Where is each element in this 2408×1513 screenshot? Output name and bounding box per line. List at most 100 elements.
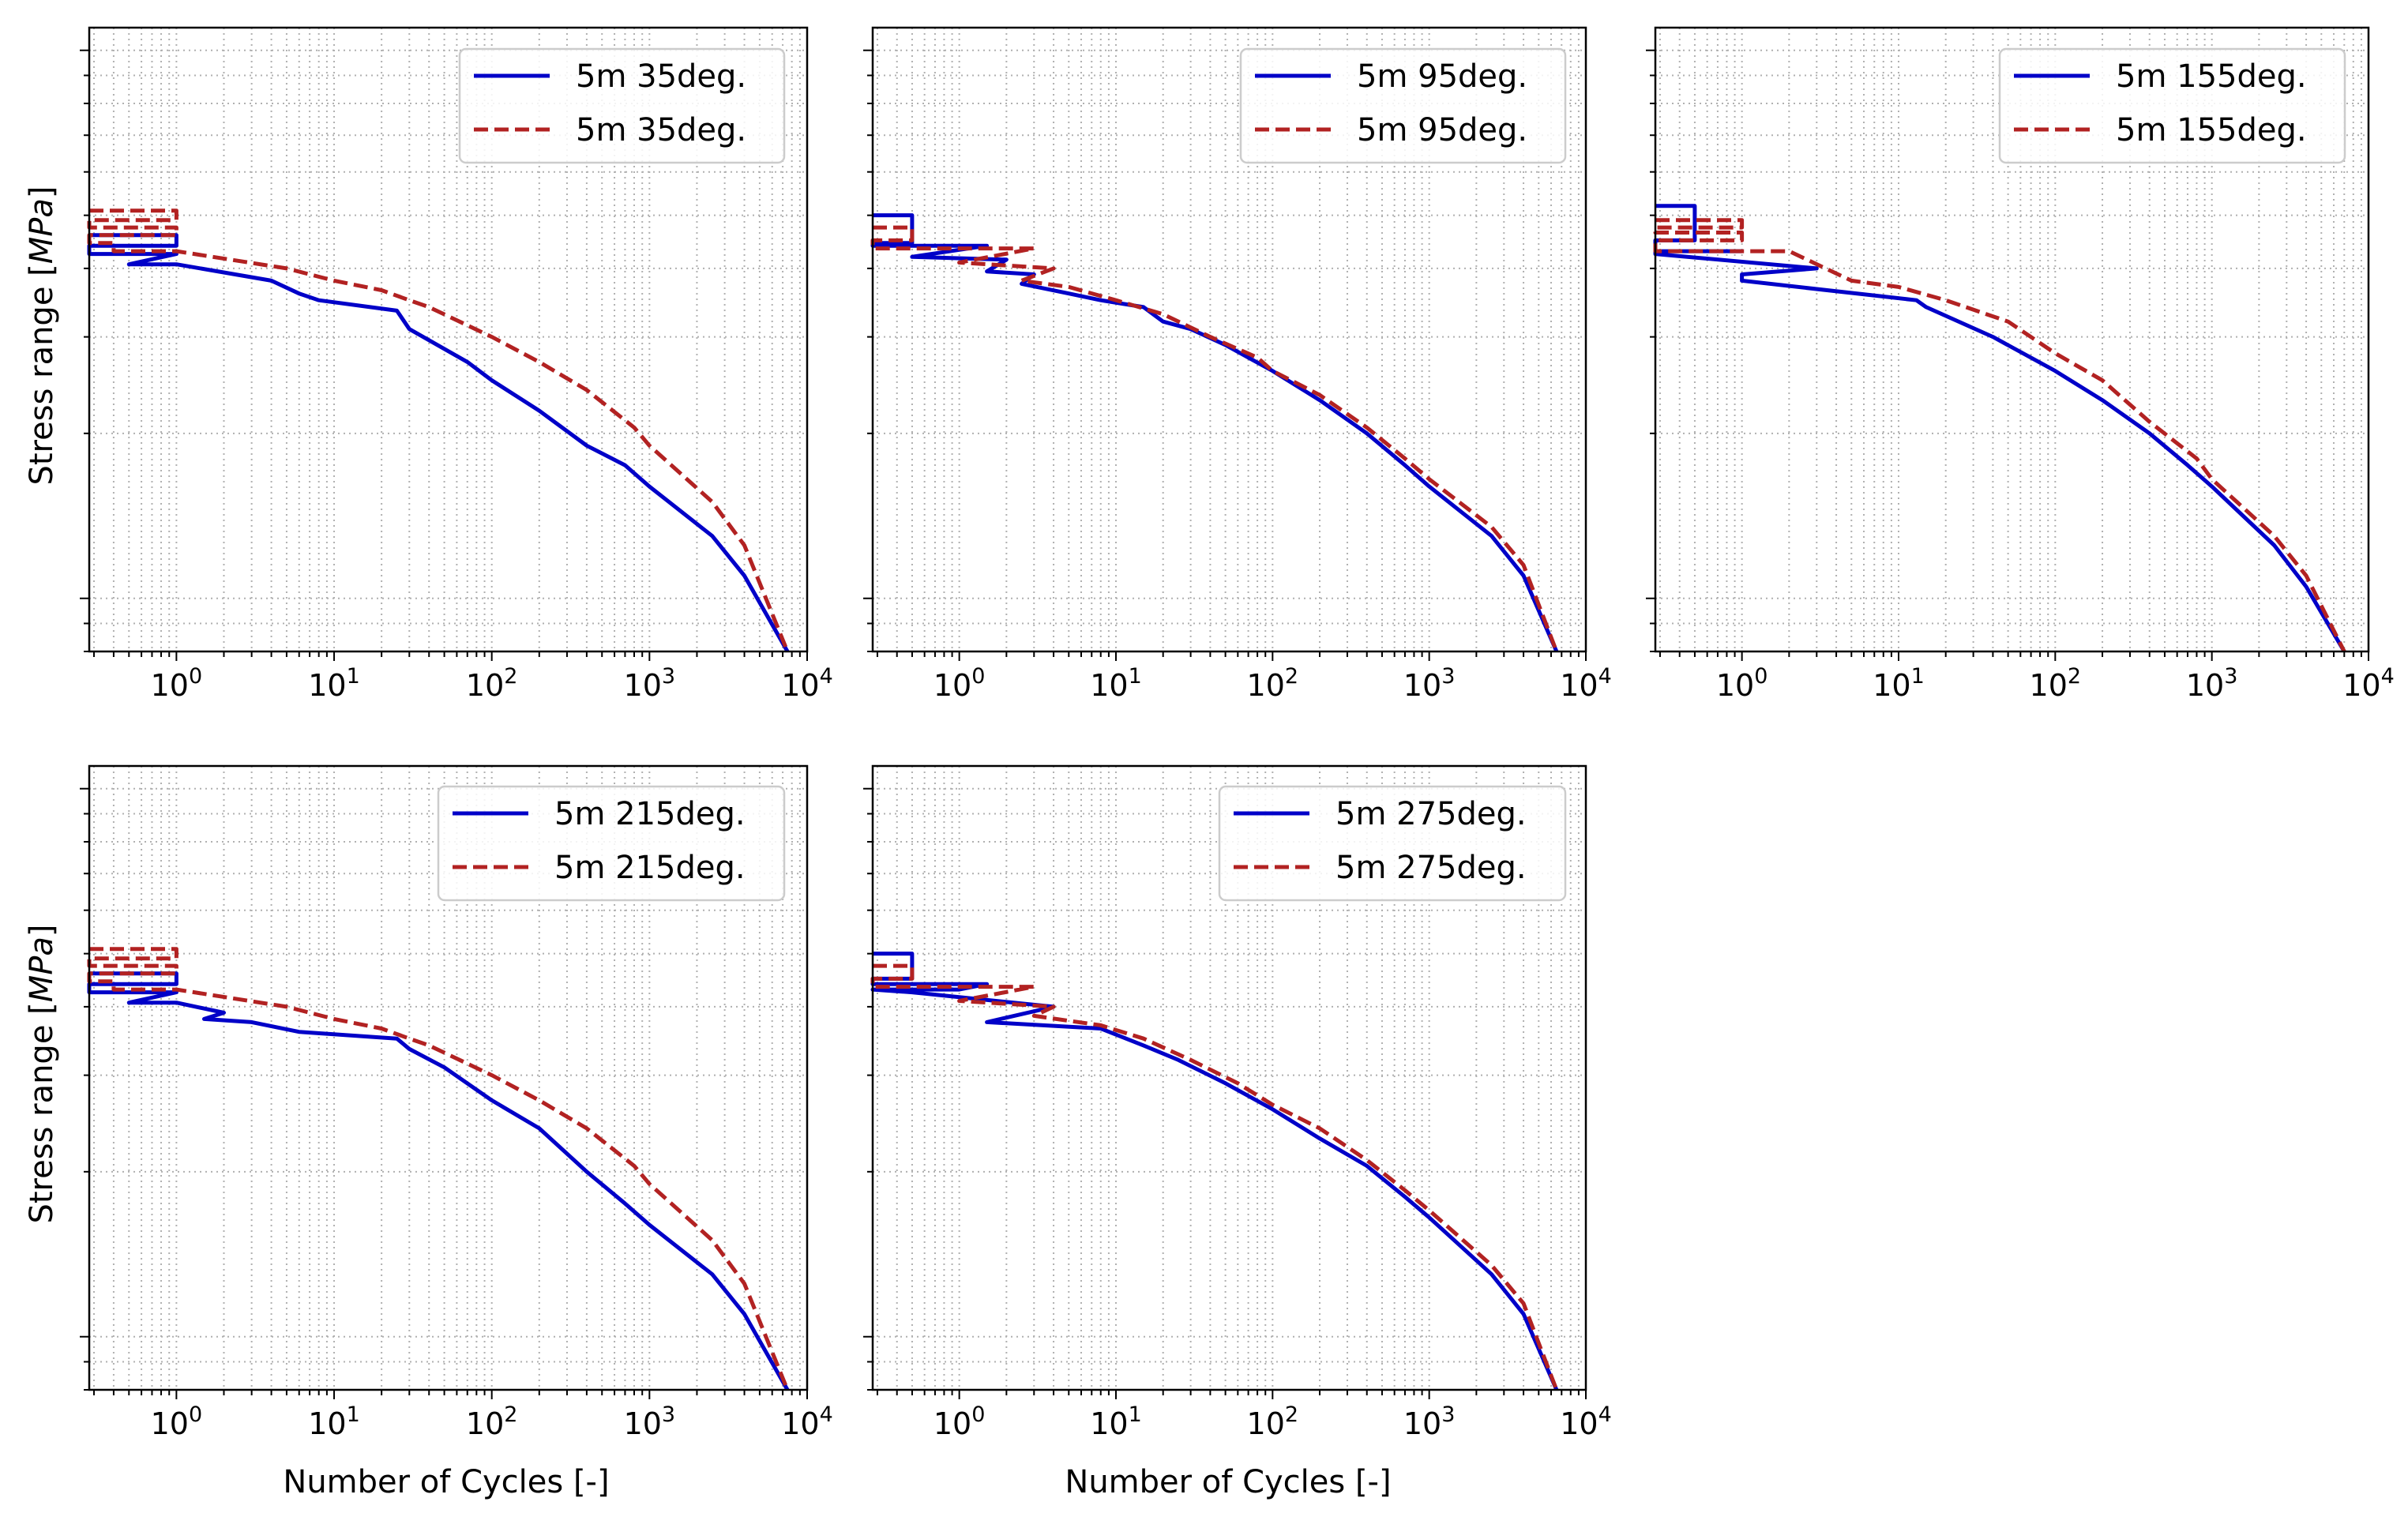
panel-3-legend-solid-label: 5m 155deg.: [2116, 58, 2307, 95]
xlabel-bottom-middle: Number of Cycles [-]: [1065, 1464, 1391, 1500]
panel-3-axes-frame: [1654, 26, 2370, 653]
panel-2-axes-frame: [871, 26, 1587, 653]
x-tick-label-base: 10: [1403, 1406, 1441, 1441]
x-tick-label-exponent: 4: [2381, 664, 2395, 689]
ylabel-top-unit: MPa: [24, 198, 60, 264]
panel-3: 100 101 102 103 104 5m 155deg. 5m 155deg.: [1646, 26, 2395, 703]
ylabel-bottom-close: ]: [24, 924, 60, 937]
x-tick-label: 101: [308, 1402, 360, 1441]
panel-4-legend-dashed-label: 5m 215deg.: [554, 850, 746, 886]
x-tick-label-exponent: 2: [1285, 664, 1298, 689]
x-tick-label-base: 10: [2030, 668, 2068, 703]
x-tick-label-base: 10: [624, 668, 662, 703]
x-tick-label-exponent: 4: [820, 664, 833, 689]
x-tick-label: 102: [466, 1402, 518, 1441]
x-tick-label: 101: [308, 664, 360, 703]
x-tick-label: 103: [1403, 1402, 1456, 1441]
x-tick-label-exponent: 1: [347, 1402, 360, 1427]
x-tick-label-exponent: 0: [189, 664, 202, 689]
x-tick-label-base: 10: [1247, 1406, 1285, 1441]
x-tick-label-base: 10: [2342, 668, 2380, 703]
x-tick-label-base: 10: [1247, 668, 1285, 703]
panel-5-legend: 5m 275deg. 5m 275deg.: [1218, 785, 1567, 902]
x-tick-label-exponent: 1: [1911, 664, 1925, 689]
x-tick-label-exponent: 0: [1754, 664, 1767, 689]
panel-4-legend: 5m 215deg. 5m 215deg.: [437, 785, 786, 902]
x-tick-label: 104: [781, 664, 833, 703]
x-tick-label-base: 10: [1873, 668, 1910, 703]
x-tick-label: 103: [1403, 664, 1456, 703]
x-tick-label: 102: [2030, 664, 2082, 703]
x-tick-label-base: 10: [466, 668, 504, 703]
x-tick-label-base: 10: [781, 1406, 819, 1441]
x-tick-label: 104: [1560, 664, 1612, 703]
panel-2-grid: [873, 28, 1587, 652]
x-tick-label: 102: [466, 664, 518, 703]
x-tick-label-base: 10: [1403, 668, 1441, 703]
x-tick-label-base: 10: [151, 1406, 189, 1441]
x-tick-label-base: 10: [1090, 1406, 1128, 1441]
x-tick-label-exponent: 2: [504, 1402, 517, 1427]
panel-5-legend-solid-label: 5m 275deg.: [1335, 796, 1527, 832]
panel-5-plot: 100 101 102 103 104: [863, 764, 1612, 1441]
x-tick-label-base: 10: [308, 1406, 346, 1441]
x-tick-label-exponent: 4: [1598, 1402, 1612, 1427]
x-tick-label-exponent: 3: [1441, 664, 1455, 689]
ylabel-bottom-unit: MPa: [24, 937, 60, 1002]
x-tick-label-base: 10: [934, 1406, 971, 1441]
panel-3-legend-dashed-label: 5m 155deg.: [2116, 112, 2307, 148]
x-tick-label-exponent: 2: [2068, 664, 2081, 689]
panel-2-legend-solid-label: 5m 95deg.: [1357, 58, 1527, 95]
panel-4: 100 101 102 103 104 5m 215deg. 5m 215deg.: [80, 764, 833, 1441]
x-tick-label-base: 10: [781, 668, 819, 703]
panel-3-plot: 100 101 102 103 104: [1646, 26, 2395, 703]
x-tick-label: 100: [934, 1402, 986, 1441]
panel-2-series-solid-line: [870, 213, 1559, 652]
x-tick-label-base: 10: [466, 1406, 504, 1441]
x-tick-label: 100: [1716, 664, 1768, 703]
x-tick-label: 100: [151, 1402, 203, 1441]
x-tick-label: 100: [934, 664, 986, 703]
panel-2-plot: 100 101 102 103 104: [863, 26, 1612, 703]
panel-1-legend: 5m 35deg. 5m 35deg.: [458, 47, 786, 164]
x-tick-label-exponent: 4: [1598, 664, 1612, 689]
panel-3-legend: 5m 155deg. 5m 155deg.: [1998, 47, 2346, 164]
ylabel-top-text: Stress range [: [24, 264, 60, 485]
x-tick-label: 101: [1090, 1402, 1142, 1441]
x-tick-label: 103: [624, 1402, 676, 1441]
x-tick-label: 100: [151, 664, 203, 703]
x-tick-label-base: 10: [308, 668, 346, 703]
x-tick-label-exponent: 3: [662, 664, 675, 689]
x-tick-label-base: 10: [151, 668, 189, 703]
x-tick-label: 103: [2186, 664, 2238, 703]
x-tick-label-base: 10: [1090, 668, 1128, 703]
x-tick-label-exponent: 4: [820, 1402, 833, 1427]
x-tick-label-exponent: 1: [1129, 1402, 1142, 1427]
panel-5-axes-frame: [871, 764, 1587, 1391]
panel-1-legend-solid-label: 5m 35deg.: [576, 58, 746, 95]
x-tick-label-base: 10: [1560, 668, 1598, 703]
x-tick-label: 104: [1560, 1402, 1612, 1441]
x-tick-label-exponent: 3: [2224, 664, 2237, 689]
x-tick-label-exponent: 2: [504, 664, 517, 689]
x-tick-label-exponent: 0: [971, 1402, 985, 1427]
x-tick-label: 103: [624, 664, 676, 703]
panel-1: 100 101 102 103 104 5m 35deg. 5m 35deg.: [80, 26, 833, 703]
x-tick-label-exponent: 2: [1285, 1402, 1298, 1427]
panel-4-axes-frame: [88, 764, 809, 1391]
ylabel-top-row: Stress range [MPa]: [24, 186, 60, 485]
x-tick-label-base: 10: [624, 1406, 662, 1441]
panel-4-legend-solid-label: 5m 215deg.: [554, 796, 746, 832]
panel-1-axes-frame: [88, 26, 809, 653]
x-tick-label: 102: [1247, 1402, 1299, 1441]
x-tick-label-base: 10: [1560, 1406, 1598, 1441]
x-tick-label: 101: [1090, 664, 1142, 703]
x-tick-label-exponent: 3: [662, 1402, 675, 1427]
x-tick-label-exponent: 0: [971, 664, 985, 689]
x-tick-label-base: 10: [1716, 668, 1754, 703]
ylabel-top-close: ]: [24, 186, 60, 198]
x-tick-label-base: 10: [2186, 668, 2224, 703]
x-tick-label: 104: [781, 1402, 833, 1441]
x-tick-label-exponent: 1: [347, 664, 360, 689]
panel-2-legend: 5m 95deg. 5m 95deg.: [1239, 47, 1567, 164]
